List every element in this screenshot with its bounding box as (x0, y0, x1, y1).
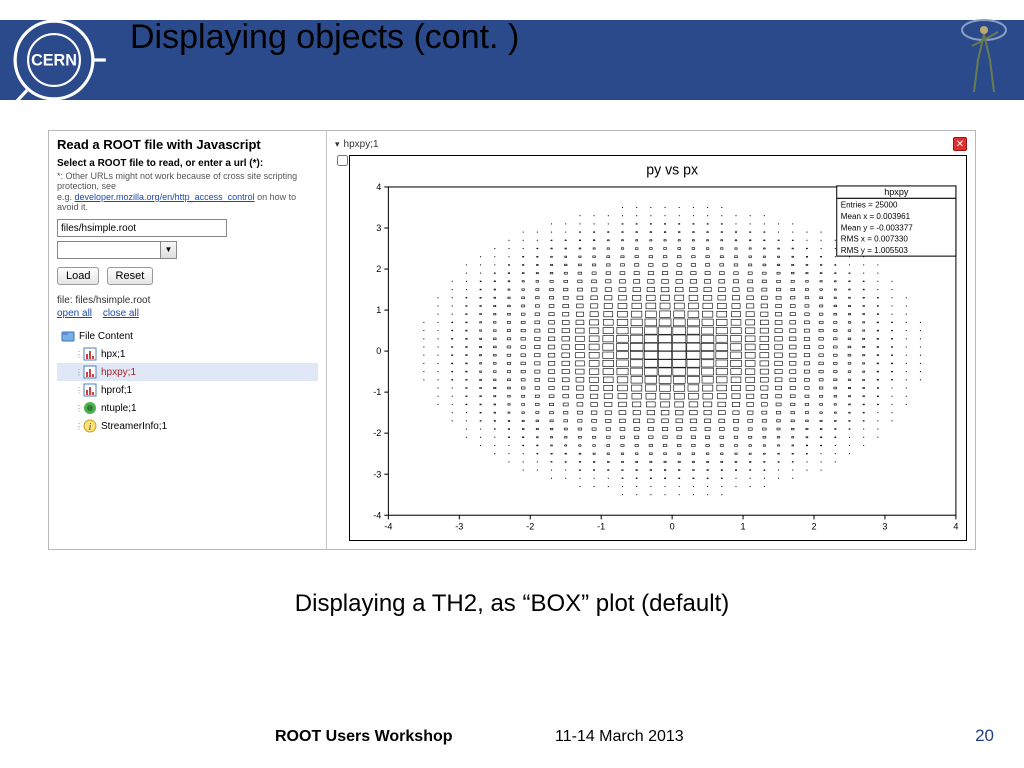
svg-text:RMS x = 0.007330: RMS x = 0.007330 (841, 235, 908, 244)
svg-text:py vs px: py vs px (646, 162, 698, 178)
panel-heading: Read a ROOT file with Javascript (57, 137, 318, 152)
svg-text:RMS y = 1.005503: RMS y = 1.005503 (841, 246, 908, 255)
close-all-link[interactable]: close all (103, 308, 139, 319)
view-3d-checkbox[interactable] (337, 155, 348, 166)
svg-text:4: 4 (376, 182, 381, 192)
svg-text:-3: -3 (373, 469, 381, 479)
svg-text:-3: -3 (455, 522, 463, 532)
svg-text:Entries = 25000: Entries = 25000 (841, 201, 898, 210)
load-button[interactable]: Load (57, 267, 99, 285)
panel-subheading: Select a ROOT file to read, or enter a u… (57, 158, 318, 169)
tree-item-hprof-1[interactable]: ⋮hprof;1 (57, 381, 318, 399)
tree-item-hpxpy-1[interactable]: ⋮hpxpy;1 (57, 363, 318, 381)
svg-text:-1: -1 (373, 387, 381, 397)
app-screenshot: Read a ROOT file with Javascript Select … (48, 130, 976, 550)
file-url-input[interactable] (57, 219, 227, 237)
svg-text:-4: -4 (373, 510, 381, 520)
current-file-label: file: files/hsimple.root (57, 295, 318, 306)
collapse-icon[interactable]: ▾ (335, 139, 340, 150)
tree-item-hpx-1[interactable]: ⋮hpx;1 (57, 345, 318, 363)
svg-text:Mean x = 0.003961: Mean x = 0.003961 (841, 212, 911, 221)
close-button[interactable]: ✕ (953, 137, 967, 151)
svg-text:3: 3 (882, 522, 887, 532)
svg-text:Mean y = -0.003377: Mean y = -0.003377 (841, 223, 913, 232)
tree-item-ntuple-1[interactable]: ⋮ntuple;1 (57, 399, 318, 417)
chevron-down-icon: ▼ (160, 242, 176, 258)
histogram-canvas[interactable]: py vs px -4 -3 -2 -1 0 1 2 3 4 -4 -3 -2 -1 0 1 2 3 4 hpxpy E… (349, 155, 967, 541)
svg-text:2: 2 (811, 522, 816, 532)
footer-date: 11-14 March 2013 (555, 728, 684, 746)
file-select-dropdown[interactable]: ▼ (57, 241, 177, 259)
svg-text:-2: -2 (373, 428, 381, 438)
svg-text:hpxpy: hpxpy (884, 187, 909, 197)
svg-text:i: i (89, 422, 92, 433)
svg-text:3: 3 (376, 223, 381, 233)
cern-logo-icon: CERN (0, 6, 108, 114)
slide-title: Displaying objects (cont. ) (130, 18, 519, 57)
panel-note-2: e.g. developer.mozilla.org/en/http_acces… (57, 192, 318, 212)
svg-text:-2: -2 (526, 522, 534, 532)
panel-note-1: *: Other URLs might not work because of … (57, 171, 318, 191)
svg-text:4: 4 (953, 522, 958, 532)
footer-workshop: ROOT Users Workshop (275, 728, 453, 746)
svg-text:0: 0 (670, 522, 675, 532)
slide-caption: Displaying a TH2, as “BOX” plot (default… (0, 590, 1024, 618)
tree-item-streamerinfo-1[interactable]: ⋮iStreamerInfo;1 (57, 417, 318, 435)
canvas-header: ▾ hpxpy;1 ✕ (333, 135, 969, 153)
decorative-figure-icon (954, 12, 1014, 102)
canvas-panel: ▾ hpxpy;1 ✕ View in 3D py vs px-4-3-2-10… (327, 131, 975, 549)
tree-root[interactable]: File Content (57, 327, 318, 345)
docs-link[interactable]: developer.mozilla.org/en/http_access_con… (75, 192, 255, 202)
folder-icon (61, 329, 75, 343)
svg-text:-4: -4 (384, 522, 392, 532)
svg-text:2: 2 (376, 264, 381, 274)
reset-button[interactable]: Reset (107, 267, 154, 285)
svg-text:0: 0 (376, 346, 381, 356)
object-name-label: hpxpy;1 (344, 139, 379, 150)
page-number: 20 (975, 726, 994, 746)
svg-text:1: 1 (741, 522, 746, 532)
svg-text:CERN: CERN (31, 51, 77, 69)
svg-text:-1: -1 (597, 522, 605, 532)
file-browser-panel: Read a ROOT file with Javascript Select … (49, 131, 327, 549)
open-all-link[interactable]: open all (57, 308, 92, 319)
svg-text:1: 1 (376, 305, 381, 315)
object-tree: File Content ⋮hpx;1⋮hpxpy;1⋮hprof;1⋮ntup… (57, 327, 318, 435)
